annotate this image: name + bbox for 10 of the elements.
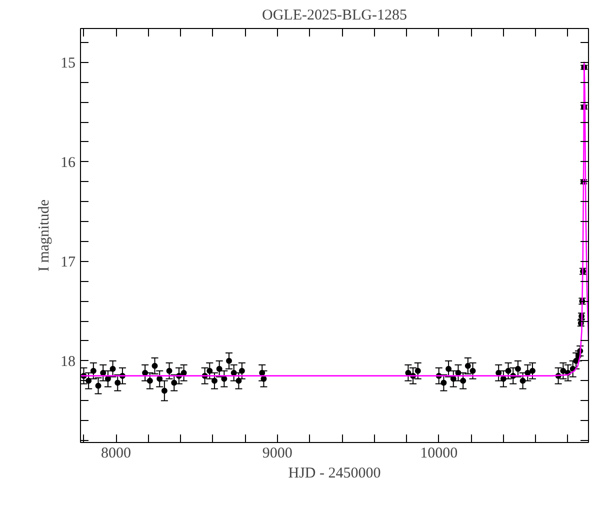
chart-title: OGLE-2025-BLG-1285 xyxy=(262,8,407,24)
x-axis-title: HJD - 2450000 xyxy=(288,466,381,482)
x-tick-label: 8000 xyxy=(101,446,132,462)
y-tick-label: 16 xyxy=(60,154,76,171)
y-tick-label: 18 xyxy=(60,354,76,370)
y-tick-label: 15 xyxy=(60,55,76,72)
y-axis-title: I magnitude xyxy=(36,199,52,272)
x-tick-label: 10000 xyxy=(420,446,458,462)
y-tick-label: 17 xyxy=(60,254,76,270)
x-tick-label: 9000 xyxy=(262,446,292,462)
